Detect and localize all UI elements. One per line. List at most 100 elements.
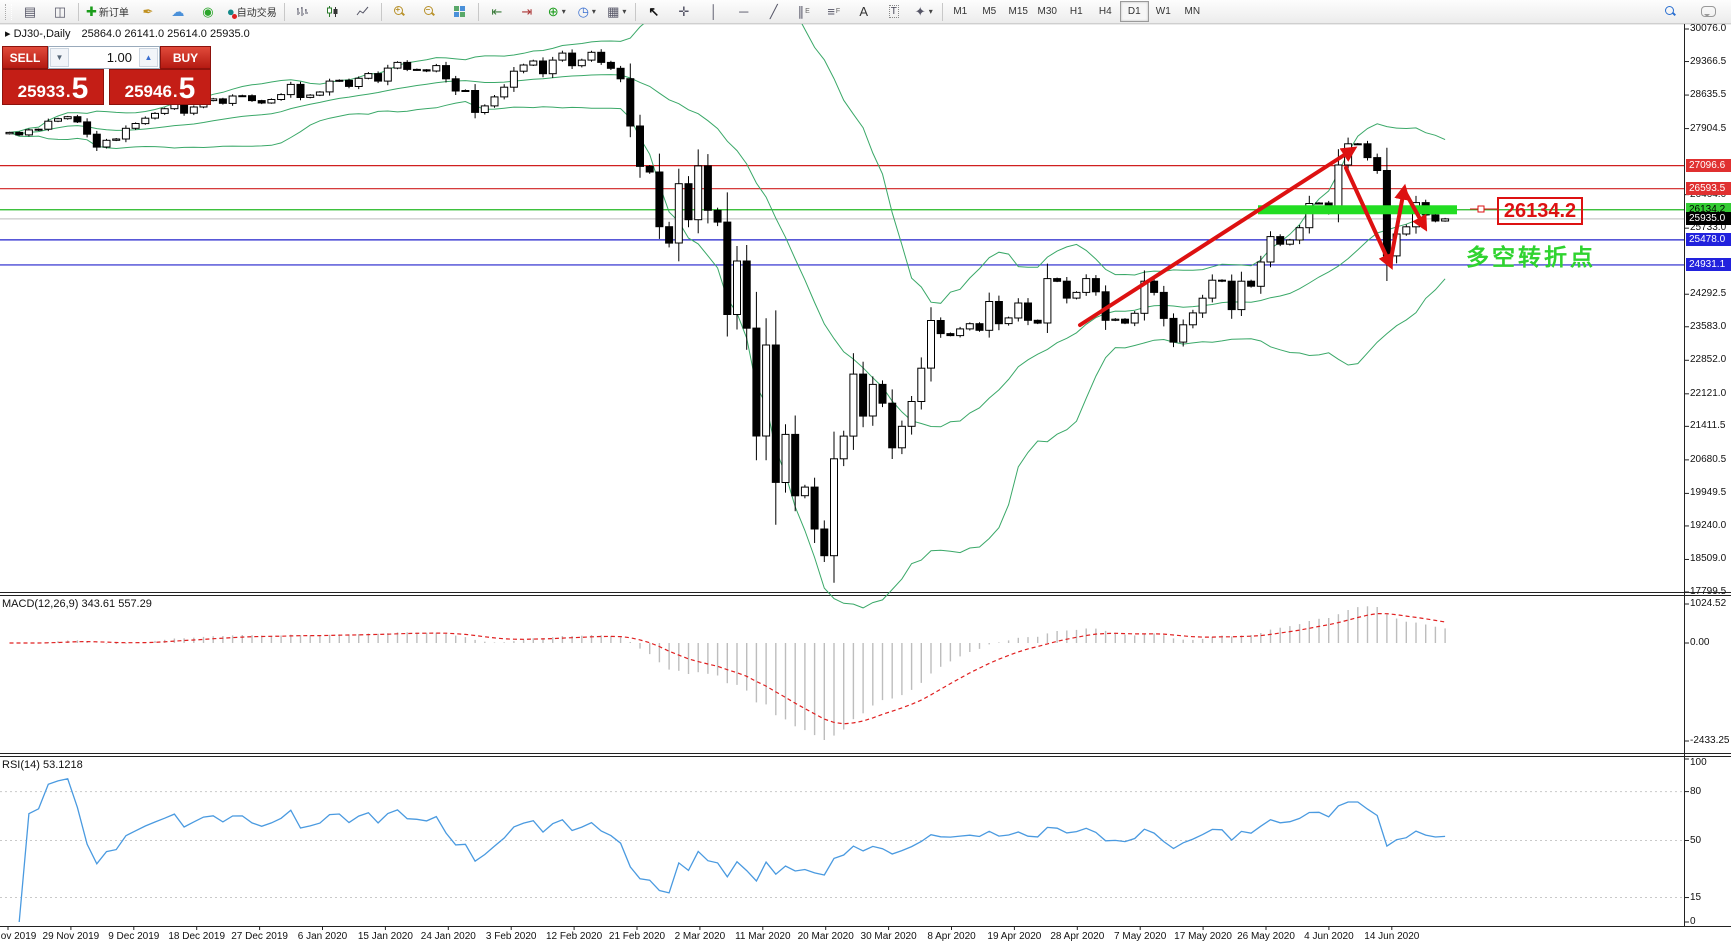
date-tick-label: 12 Feb 2020	[546, 931, 603, 942]
timeframe-button-m1[interactable]: M1	[953, 6, 968, 17]
date-tick-label: 20 Nov 2019	[0, 931, 37, 942]
cursor-tool[interactable]: ↖	[639, 1, 669, 22]
trendline-tool[interactable]: ╱	[759, 1, 789, 22]
quill-icon[interactable]: ✒	[142, 4, 154, 19]
timeframe-button-h4[interactable]: H4	[1098, 6, 1112, 17]
one-click-trade-panel: SELL ▼ 1.00 ▲ BUY 25933. 5 25946. 5	[2, 46, 211, 105]
timeframe-button-d1[interactable]: D1	[1119, 1, 1149, 22]
date-tick-label: 9 Dec 2019	[108, 931, 160, 942]
indicators-button[interactable]: ⊕ ▾	[547, 4, 566, 19]
chart-panel-icon[interactable]: ▤	[23, 4, 37, 19]
price-level-badge: 27096.6	[1686, 159, 1731, 173]
timeframe-button-m30[interactable]: M30	[1037, 6, 1057, 17]
search-icon	[1664, 6, 1676, 17]
chart-shift-icon[interactable]: ⇥	[521, 4, 533, 19]
macd-value-1: 343.61	[81, 598, 116, 610]
date-tick-label: 7 May 2020	[1114, 931, 1167, 942]
buy-price-pip: 5	[178, 72, 196, 105]
news-signal-icon[interactable]: ◉	[202, 4, 214, 19]
price-tick-label: 23583.0	[1690, 320, 1727, 332]
support-band	[1258, 205, 1457, 215]
macd-value-2: 557.29	[118, 598, 152, 610]
date-tick-label: 29 Nov 2019	[42, 931, 100, 942]
timeframe-button-m5[interactable]: M5	[982, 6, 997, 17]
zoom-out-button[interactable]: −	[415, 1, 445, 22]
price-tick-label: 17799.5	[1690, 586, 1727, 597]
zoom-in-button[interactable]: +	[385, 1, 415, 22]
periods-button[interactable]: ◷ ▾	[577, 4, 596, 19]
buy-button[interactable]: BUY	[160, 46, 211, 69]
date-tick-label: 8 Apr 2020	[927, 931, 976, 942]
vertical-line-tool[interactable]: │	[699, 1, 729, 22]
channel-icon: ∥	[797, 4, 805, 19]
channel-tool[interactable]: ∥ E	[797, 4, 810, 19]
auto-scroll-icon[interactable]: ⇤	[491, 4, 503, 19]
macd-tick-label: 0.00	[1690, 637, 1710, 648]
price-tick-label: 25733.0	[1690, 222, 1727, 234]
toolbar-handle[interactable]	[5, 3, 12, 20]
horizontal-line-tool[interactable]: ─	[729, 1, 759, 22]
date-tick-label: 14 Jun 2020	[1364, 931, 1420, 942]
toolbar: ▤ ◫ ✚ 新订单 ✒ ☁ ◉ ● 自动交易 + − ⇤ ⇥ ⊕ ▾ ◷ ▾	[0, 0, 1731, 24]
metaeditor-icon[interactable]: ☁	[171, 4, 185, 19]
price-tick-label: 24292.5	[1690, 288, 1727, 300]
market-watch-icon[interactable]: ◫	[53, 4, 67, 19]
new-order-label: 新订单	[98, 8, 129, 19]
rsi-tick-label: 15	[1690, 891, 1702, 903]
date-tick-label: 3 Feb 2020	[485, 931, 537, 942]
date-tick-label: 28 Apr 2020	[1050, 931, 1105, 942]
date-tick-label: 11 Mar 2020	[735, 931, 791, 942]
divider	[477, 2, 479, 21]
buy-price-button[interactable]: 25946. 5	[109, 69, 211, 105]
crosshair-tool[interactable]: ✛	[669, 1, 699, 22]
trend-arrow	[1078, 146, 1358, 327]
autotrading-label: 自动交易	[236, 8, 277, 19]
bar-chart-icon[interactable]	[288, 1, 318, 22]
macd-tick-label: 1024.52	[1690, 598, 1727, 609]
symbol-period: DJ30-,Daily	[13, 28, 71, 40]
volume-increase-button[interactable]: ▲	[139, 48, 158, 67]
date-tick-label: 20 Mar 2020	[797, 931, 854, 942]
autotrading-button[interactable]: ● 自动交易	[223, 1, 281, 22]
rsi-tick-label: 50	[1690, 834, 1702, 846]
price-level-badge: 26593.5	[1686, 182, 1731, 196]
bollinger-upper	[9, 0, 1446, 304]
new-order-button[interactable]: ✚ 新订单	[82, 1, 133, 22]
timeframe-button-m15[interactable]: M15	[1008, 6, 1028, 17]
date-tick-label: 4 Jun 2020	[1304, 931, 1354, 942]
candlestick-chart-icon[interactable]	[318, 1, 348, 22]
search-button[interactable]	[1655, 1, 1685, 22]
chat-button[interactable]	[1693, 1, 1723, 22]
price-tick-label: 30076.0	[1690, 23, 1727, 34]
date-tick-label: 24 Jan 2020	[420, 931, 476, 942]
templates-button[interactable]: ▦ ▾	[607, 4, 627, 19]
timeframe-button-h1[interactable]: H1	[1069, 6, 1083, 17]
text-label-tool[interactable]: T	[879, 1, 909, 22]
bollinger-lower	[9, 100, 1446, 609]
price-level-badge: 24931.1	[1686, 258, 1731, 272]
line-chart-icon[interactable]	[348, 1, 378, 22]
date-tick-label: 26 May 2020	[1237, 931, 1295, 942]
volume-decrease-button[interactable]: ▼	[50, 48, 69, 67]
price-tick-label: 28635.5	[1690, 89, 1727, 101]
divider	[380, 2, 382, 21]
shapes-tool[interactable]: ✦ ▾	[914, 4, 933, 19]
timeframe-button-mn[interactable]: MN	[1184, 6, 1201, 17]
timeframe-button-w1[interactable]: W1	[1155, 6, 1171, 17]
sell-button[interactable]: SELL	[2, 46, 48, 69]
price-tick-label: 21411.5	[1690, 420, 1726, 432]
chinese-note-annotation[interactable]: 多空转折点	[1466, 244, 1596, 270]
rsi-value: 53.1218	[42, 759, 83, 771]
price-tick-label: 22121.0	[1690, 387, 1727, 399]
price-level-annotation[interactable]: 26134.2	[1497, 197, 1583, 225]
tile-windows-icon[interactable]	[445, 1, 475, 22]
rsi-label: RSI(14) 53.1218	[2, 759, 83, 771]
fibonacci-tool[interactable]: ≡ F	[827, 4, 841, 19]
sell-price-button[interactable]: 25933. 5	[2, 69, 104, 105]
volume-input[interactable]: 1.00	[106, 50, 132, 65]
price-tick-label: 20680.5	[1690, 453, 1727, 465]
cursor-icon: ↖	[648, 4, 660, 19]
text-tool[interactable]: A	[849, 1, 879, 22]
